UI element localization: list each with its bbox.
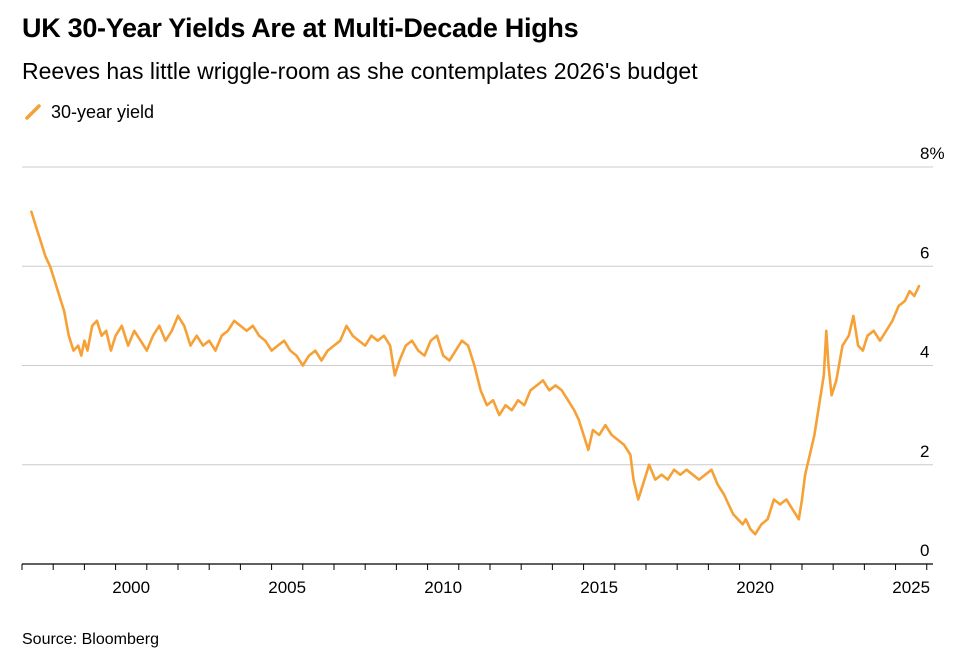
y-tick-label: 6 <box>920 243 929 262</box>
x-tick-label: 2000 <box>112 578 150 597</box>
x-tick-label: 2005 <box>268 578 306 597</box>
legend-swatch-icon <box>25 104 41 120</box>
chart-title: UK 30-Year Yields Are at Multi-Decade Hi… <box>22 13 579 43</box>
series-line-30-year-yield <box>30 210 921 536</box>
x-tick-label: 2025 <box>892 578 930 597</box>
source-note: Source: Bloomberg <box>22 631 159 648</box>
y-tick-label: 4 <box>920 343 929 362</box>
x-tick-label: 2015 <box>580 578 618 597</box>
y-tick-label: 8% <box>920 144 945 163</box>
x-tick-label: 2010 <box>424 578 462 597</box>
legend: 30-year yield <box>24 100 154 124</box>
legend-label: 30-year yield <box>51 101 155 122</box>
y-tick-label: 0 <box>920 541 929 560</box>
y-tick-label: 2 <box>920 442 929 461</box>
x-tick-label: 2020 <box>736 578 774 597</box>
chart-subtitle: Reeves has little wriggle-room as she co… <box>22 58 698 84</box>
